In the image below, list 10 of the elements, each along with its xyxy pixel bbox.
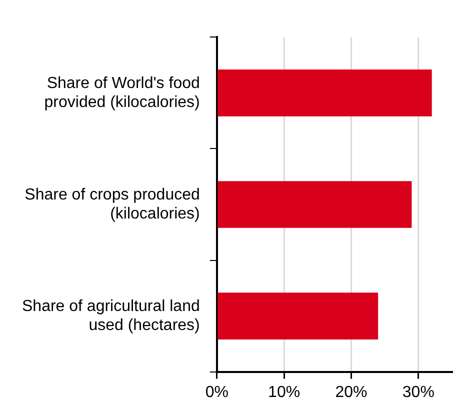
x-tick-label: 0% <box>205 384 228 401</box>
bar <box>218 70 432 116</box>
x-tick-label: 20% <box>335 384 368 401</box>
x-tick-label: 30% <box>402 384 434 401</box>
bar <box>218 181 412 228</box>
y-tick-label: Share of World's food provided (kilocalories) <box>44 74 200 111</box>
y-tick-label: Share of crops produced (kilocalories) <box>24 186 200 223</box>
bar <box>218 292 378 340</box>
x-tick-label: 10% <box>268 384 300 401</box>
y-tick-label: Share of agricultural land used (hectares) <box>22 298 200 334</box>
